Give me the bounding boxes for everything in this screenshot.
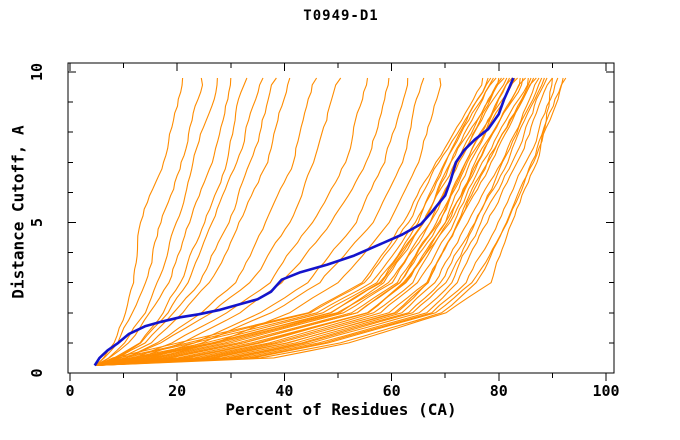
model-curve xyxy=(94,77,218,366)
model-curve xyxy=(95,77,390,367)
model-curve xyxy=(95,77,291,367)
highlighted-model-curve xyxy=(93,77,515,367)
model-curve xyxy=(95,77,559,367)
x-tick-label: 60 xyxy=(383,382,401,400)
model-curve xyxy=(95,77,553,367)
model-curve xyxy=(95,77,537,367)
axes-group xyxy=(67,62,615,381)
model-curve xyxy=(95,77,567,367)
model-curve xyxy=(95,77,545,367)
model-curve xyxy=(95,77,494,367)
model-curve xyxy=(95,77,510,367)
model-curve xyxy=(95,77,553,367)
model-curve xyxy=(95,77,425,367)
model-curve xyxy=(95,77,264,367)
plot-frame xyxy=(67,62,615,374)
model-curve xyxy=(95,77,492,367)
x-tick-label: 100 xyxy=(592,382,619,400)
model-curve xyxy=(95,77,442,367)
model-curve xyxy=(95,77,516,367)
model-curve xyxy=(95,77,529,367)
model-curve xyxy=(95,77,564,367)
model-curve xyxy=(94,77,248,367)
model-curve xyxy=(95,77,369,367)
x-tick-label: 20 xyxy=(168,382,186,400)
x-axis-label: Percent of Residues (CA) xyxy=(225,400,457,419)
x-tick-label: 80 xyxy=(490,382,508,400)
model-curves-group xyxy=(93,77,567,367)
y-tick-label: 10 xyxy=(28,63,46,81)
model-curve xyxy=(95,77,489,367)
model-curve xyxy=(95,77,548,367)
page-title: T0949-D1 xyxy=(303,8,379,24)
x-tick-label: 40 xyxy=(275,382,293,400)
model-curve xyxy=(94,77,184,366)
y-tick-label: 5 xyxy=(28,218,46,227)
model-curve xyxy=(94,77,232,366)
model-curve xyxy=(94,77,204,366)
model-curve xyxy=(95,77,508,367)
tick-labels-group: 0 20 40 60 80 100 0 5 10 xyxy=(28,63,620,400)
y-tick-label: 0 xyxy=(28,368,46,377)
model-curve xyxy=(95,77,409,367)
model-curve xyxy=(95,77,342,367)
model-curve xyxy=(95,77,318,367)
model-curve xyxy=(94,77,484,367)
x-tick-label: 0 xyxy=(65,382,74,400)
model-curve xyxy=(95,77,526,367)
